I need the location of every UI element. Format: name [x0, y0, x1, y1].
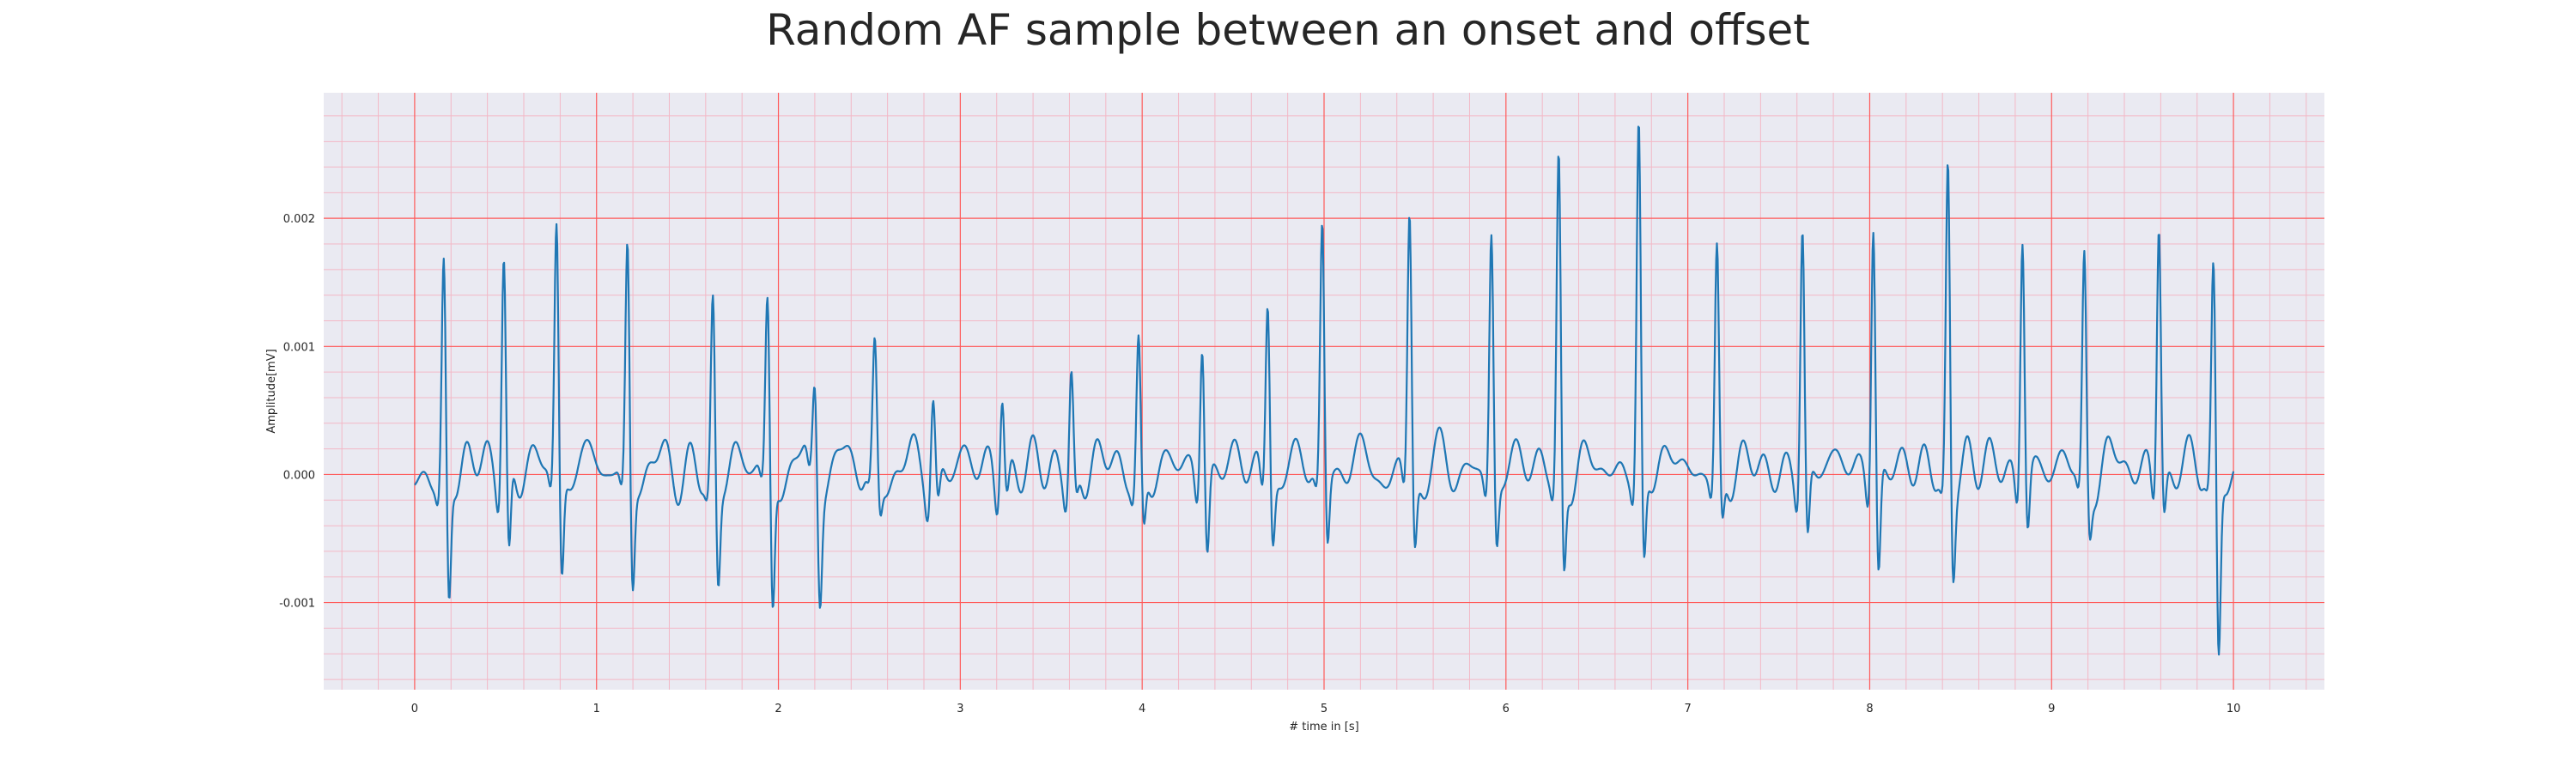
y-tick-label: 0.001: [283, 341, 315, 354]
y-tick-label: 0.002: [283, 213, 315, 226]
y-tick-label: 0.000: [283, 469, 315, 482]
x-tick-label: 7: [1684, 703, 1691, 715]
x-tick-label: 8: [1866, 703, 1873, 715]
x-tick-label: 1: [593, 703, 600, 715]
y-tick-labels: 0.002 0.001 0.000 -0.001: [279, 213, 315, 610]
x-tick-label: 6: [1503, 703, 1510, 715]
ecg-series-line: [414, 125, 2235, 656]
y-tick-label: -0.001: [279, 598, 315, 611]
x-tick-label: 10: [2227, 703, 2241, 715]
y-axis-label: Amplitude[mV]: [265, 349, 278, 433]
x-axis-label: # time in [s]: [1289, 721, 1358, 733]
x-tick-label: 9: [2048, 703, 2055, 715]
x-tick-label: 0: [411, 703, 418, 715]
x-tick-label: 4: [1139, 703, 1145, 715]
x-tick-label: 3: [957, 703, 963, 715]
x-tick-labels: 0 1 2 3 4 5 6 7 8 9 10: [411, 703, 2241, 715]
x-tick-label: 5: [1321, 703, 1327, 715]
chart-title: Random AF sample between an onset and of…: [766, 5, 1810, 55]
x-tick-label: 2: [775, 703, 781, 715]
